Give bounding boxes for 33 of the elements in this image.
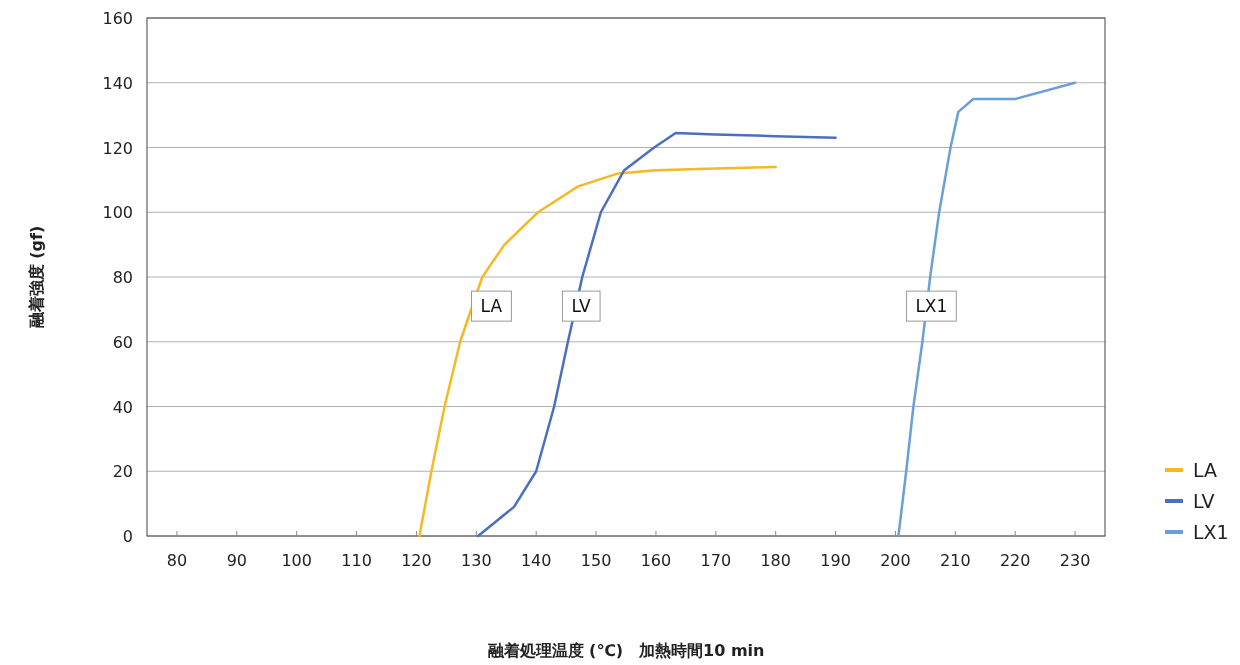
y-tick-label: 140 xyxy=(102,73,133,93)
legend-label: LX1 xyxy=(1193,521,1229,543)
x-tick-label: 110 xyxy=(341,551,372,570)
x-tick-label: 190 xyxy=(820,551,851,570)
legend-label: LV xyxy=(1193,490,1215,512)
y-tick-label: 80 xyxy=(112,268,133,287)
x-tick-label: 200 xyxy=(880,551,911,570)
x-tick-label: 130 xyxy=(461,551,492,570)
x-axis-title: 融着処理温度 (℃) 加熱時間10 min xyxy=(487,641,765,660)
x-tick-label: 180 xyxy=(760,551,791,570)
y-tick-label: 120 xyxy=(102,138,133,158)
y-tick-label: 20 xyxy=(112,462,133,482)
y-tick-label: 40 xyxy=(112,397,133,417)
x-tick-label: 160 xyxy=(640,551,672,570)
x-tick-label: 220 xyxy=(999,551,1031,570)
annotation: LV xyxy=(571,296,592,317)
x-tick-label: 150 xyxy=(580,551,612,570)
x-tick-label: 140 xyxy=(520,551,552,570)
x-tick-label: 230 xyxy=(1059,551,1091,570)
y-tick-label: 60 xyxy=(112,332,133,352)
y-tick-label: 0 xyxy=(122,527,133,546)
y-tick-label: 100 xyxy=(102,203,133,223)
annotation: LX1 xyxy=(915,296,948,317)
y-tick-label: 160 xyxy=(102,9,133,28)
y-axis-title: 融着強度 (gf) xyxy=(27,225,46,329)
x-tick-label: 170 xyxy=(700,551,732,570)
x-tick-label: 90 xyxy=(226,551,247,570)
legend-label: LA xyxy=(1193,459,1218,481)
x-tick-label: 210 xyxy=(940,551,971,570)
x-tick-label: 120 xyxy=(401,551,432,570)
x-tick-label: 80 xyxy=(166,551,188,570)
x-tick-label: 100 xyxy=(281,551,312,570)
annotation: LA xyxy=(480,296,503,317)
